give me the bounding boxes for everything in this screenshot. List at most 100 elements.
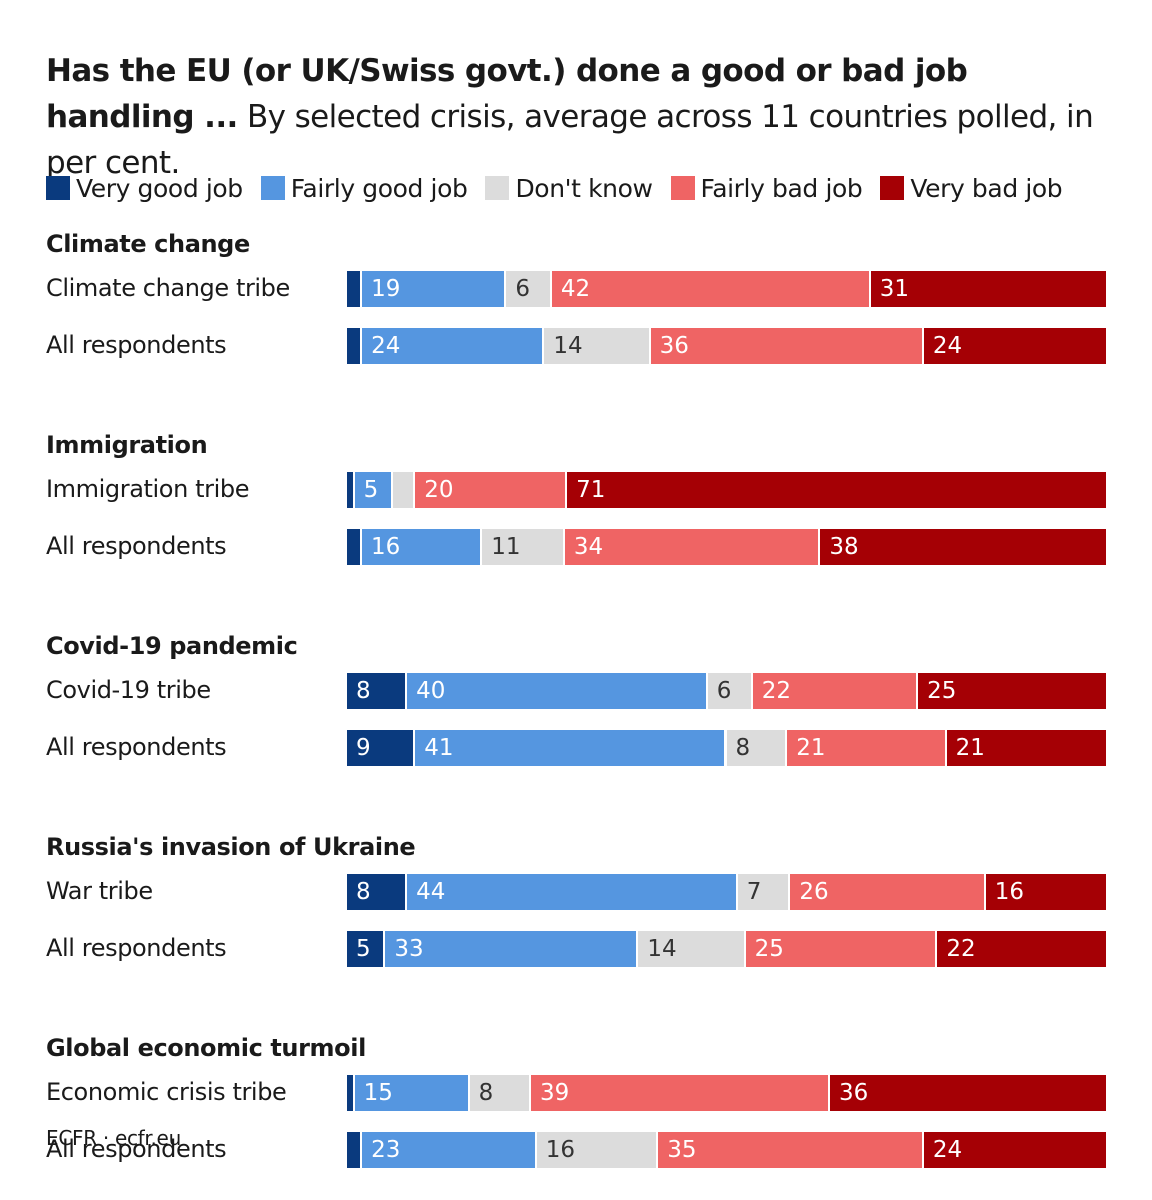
bar-segment-fairly-bad [531,1075,828,1111]
legend-item-fairly-good: Fairly good job [260,174,468,203]
bar-segment-very-good [347,271,361,307]
data-label: 41 [424,735,454,761]
group-heading: Global economic turmoil [46,1034,366,1062]
row-label: Immigration tribe [46,475,250,503]
row-label: All respondents [46,934,227,962]
legend-swatch [880,176,905,200]
data-label: 26 [799,879,829,905]
chart-title-bold: Has the EU (or UK/Swiss govt.) done a go… [46,53,968,135]
data-label: 20 [424,477,454,503]
data-label: 40 [416,678,446,704]
bar-segment-very-bad [946,730,1106,766]
data-label: 8 [735,735,751,761]
legend-label: Very good job [76,173,243,203]
legend: Very good job Fairly good job Don't know Fa… [46,170,1080,206]
group-heading: Covid-19 pandemic [46,632,298,660]
bar-segment-fairly-good [385,931,637,967]
chart-subtitle: By selected crisis, average across 11 co… [46,99,1094,181]
bar-segment-very-bad [985,874,1106,910]
bar-segment-fairly-good [362,1132,535,1168]
bar-segment-dont-know [544,328,649,364]
bar-segment-dont-know [726,730,786,766]
bar-segment-fairly-bad [415,472,566,508]
data-label: 25 [754,936,784,962]
bar-segment-dont-know [707,673,751,709]
data-label: 36 [839,1080,869,1106]
bar-segment-fairly-bad [564,529,819,565]
data-label: 24 [932,333,963,359]
bar-segment-very-bad [830,1075,1106,1111]
data-label: 71 [576,477,606,503]
row-label: War tribe [46,877,153,905]
row-label: Climate change tribe [46,274,290,302]
data-label: 38 [829,534,859,560]
row-label: All respondents [46,733,227,761]
data-label: 25 [927,678,957,704]
data-label: 14 [647,936,677,962]
bar-segment-very-good [347,730,414,766]
data-label: 8 [478,1080,494,1106]
bar-segment-fairly-good [407,874,736,910]
bar-segment-fairly-bad [752,673,917,709]
data-label: 22 [946,936,976,962]
bar-segment-dont-know [638,931,744,967]
bar-segment-dont-know [737,874,789,910]
data-label: 5 [356,936,371,962]
bar-segment-fairly-good [362,271,505,307]
data-label: 8 [356,879,371,905]
data-label: 42 [560,276,591,302]
stacked-bar: 15 8 39 36 [347,1075,1106,1111]
data-label: 16 [994,879,1025,905]
data-label: 34 [573,534,604,560]
bar-segment-very-bad [923,328,1106,364]
data-label: 22 [761,678,792,704]
bar-segment-very-good [347,1132,361,1168]
data-label: 31 [879,276,909,302]
stacked-bar: 23 16 35 24 [347,1132,1106,1168]
bar-segment-very-bad [820,529,1106,565]
legend-item-very-bad: Very bad job [880,174,1063,203]
data-label: 15 [363,1080,393,1106]
legend-item-very-good: Very good job [46,174,243,203]
stacked-bar: 5 33 14 25 22 [347,931,1106,967]
legend-swatch [670,176,695,200]
bar-segment-dont-know [482,529,563,565]
legend-item-dont-know: Don't know [485,174,653,203]
bar-segment-very-good [347,328,361,364]
stacked-bar: 16 11 34 38 [347,529,1106,565]
bar-segment-very-bad [567,472,1106,508]
data-label: 19 [371,276,401,302]
data-label: 44 [416,879,446,905]
data-label: 36 [659,333,689,359]
bar-segment-fairly-bad [790,874,984,910]
data-label: 35 [667,1137,697,1163]
bar-segment-fairly-bad [650,328,922,364]
bar-segment-dont-know [536,1132,657,1168]
bar-segment-fairly-good [415,730,725,766]
legend-swatch [46,176,70,200]
group-heading: Immigration [46,431,208,459]
group-heading: Climate change [46,230,250,258]
bar-segment-very-good [347,931,384,967]
legend-label: Fairly bad job [700,173,863,203]
bar-segment-fairly-bad [787,730,945,766]
data-label: 9 [356,735,371,761]
bar-segment-very-good [347,874,406,910]
stacked-bar: 8 44 7 26 16 [347,874,1106,910]
row-label: Economic crisis tribe [46,1078,287,1106]
source-note: ECFR · ecfr.eu [46,1126,181,1150]
row-label: All respondents [46,532,227,560]
stacked-bar: 5 20 71 [347,472,1106,508]
legend-swatch [260,176,285,200]
chart-title: Has the EU (or UK/Swiss govt.) done a go… [46,48,1116,186]
data-label: 5 [363,477,379,503]
bar-segment-very-bad [923,1132,1106,1168]
data-label: 11 [491,534,521,560]
stacked-bar: 24 14 36 24 [347,328,1106,364]
data-label: 8 [356,678,371,704]
data-label: 21 [796,735,826,761]
legend-swatch [485,176,510,200]
bar-segment-dont-know [506,271,550,307]
data-label: 6 [515,276,531,302]
stacked-bar: 9 41 8 21 21 [347,730,1106,766]
